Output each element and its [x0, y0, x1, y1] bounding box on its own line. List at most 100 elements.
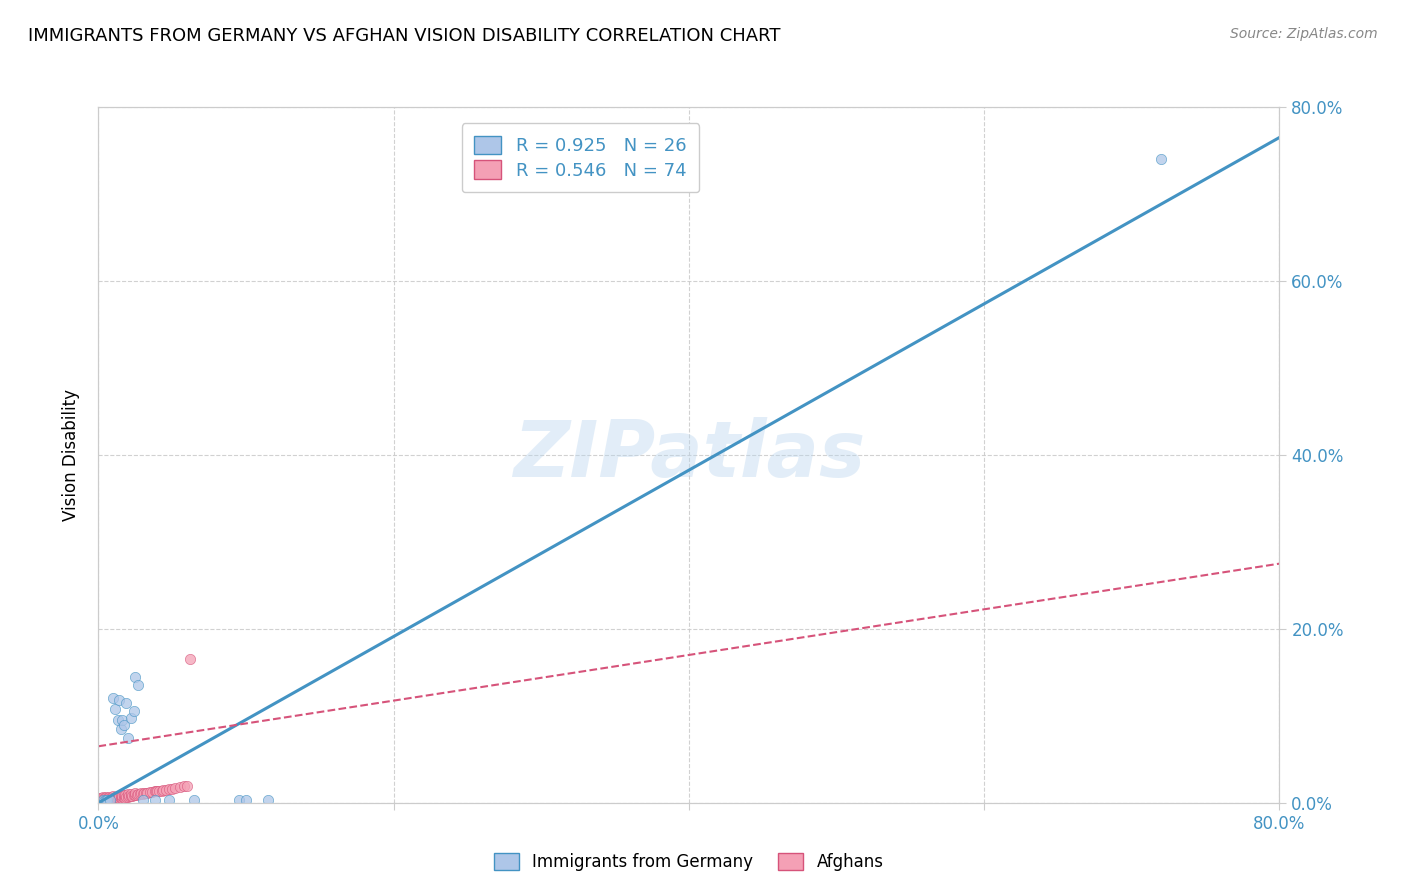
Point	[94, 789, 117, 804]
Point	[90, 793, 112, 807]
Point	[98, 790, 121, 805]
Point	[139, 785, 162, 799]
Point	[125, 788, 148, 802]
Point	[132, 787, 155, 801]
Point	[90, 790, 112, 805]
Point	[122, 705, 145, 719]
Point	[96, 793, 118, 807]
Point	[93, 794, 115, 808]
Point	[98, 792, 121, 806]
Point	[169, 780, 191, 794]
Text: ZIPatlas: ZIPatlas	[513, 417, 865, 493]
Point	[107, 791, 129, 805]
Point	[183, 793, 205, 807]
Point	[100, 792, 122, 806]
Point	[108, 791, 131, 805]
Point	[96, 790, 118, 805]
Point	[115, 696, 138, 710]
Point	[155, 782, 177, 797]
Point	[97, 791, 120, 805]
Point	[108, 789, 131, 803]
Text: Source: ZipAtlas.com: Source: ZipAtlas.com	[1230, 27, 1378, 41]
Point	[117, 789, 139, 804]
Point	[120, 710, 142, 724]
Point	[89, 793, 111, 807]
Point	[105, 789, 128, 804]
Point	[91, 789, 114, 804]
Point	[127, 787, 149, 801]
Point	[104, 792, 127, 806]
Legend: Immigrants from Germany, Afghans: Immigrants from Germany, Afghans	[488, 847, 890, 878]
Point	[150, 783, 173, 797]
Point	[104, 702, 127, 716]
Point	[148, 783, 170, 797]
Point	[103, 792, 125, 806]
Point	[97, 793, 120, 807]
Point	[94, 793, 117, 807]
Point	[117, 787, 139, 801]
Point	[103, 790, 125, 805]
Point	[117, 731, 139, 745]
Point	[111, 713, 134, 727]
Point	[136, 786, 159, 800]
Point	[115, 789, 138, 804]
Point	[91, 793, 114, 807]
Point	[93, 793, 115, 807]
Point	[134, 786, 156, 800]
Point	[111, 790, 134, 805]
Point	[94, 793, 117, 807]
Point	[152, 782, 174, 797]
Point	[94, 791, 117, 805]
Point	[157, 781, 180, 796]
Point	[110, 722, 132, 736]
Point	[124, 786, 146, 800]
Point	[228, 793, 250, 807]
Point	[235, 793, 257, 807]
Point	[146, 784, 169, 798]
Point	[143, 793, 166, 807]
Point	[111, 789, 134, 803]
Point	[107, 713, 129, 727]
Point	[135, 786, 157, 800]
Point	[114, 788, 136, 802]
Point	[122, 788, 145, 802]
Point	[110, 789, 132, 803]
Point	[112, 790, 135, 805]
Point	[121, 789, 143, 803]
Point	[105, 791, 128, 805]
Point	[114, 790, 136, 805]
Point	[132, 793, 155, 807]
Point	[103, 691, 125, 706]
Point	[91, 794, 114, 808]
Point	[103, 789, 125, 803]
Point	[129, 786, 152, 800]
Point	[143, 784, 166, 798]
Point	[127, 678, 149, 692]
Point	[118, 789, 141, 803]
Point	[162, 781, 183, 796]
Point	[173, 779, 195, 793]
Point	[128, 787, 150, 801]
Point	[97, 789, 120, 804]
Point	[110, 791, 132, 805]
Point	[120, 789, 142, 803]
Point	[179, 652, 201, 666]
Point	[104, 789, 127, 804]
Point	[89, 791, 111, 805]
Point	[100, 790, 122, 805]
Point	[257, 793, 280, 807]
Point	[98, 793, 121, 807]
Point	[141, 785, 163, 799]
Point	[112, 788, 135, 802]
Point	[96, 793, 118, 807]
Text: IMMIGRANTS FROM GERMANY VS AFGHAN VISION DISABILITY CORRELATION CHART: IMMIGRANTS FROM GERMANY VS AFGHAN VISION…	[28, 27, 780, 45]
Point	[124, 670, 146, 684]
Point	[157, 793, 180, 807]
Point	[165, 780, 187, 795]
Point	[107, 789, 129, 804]
Point	[1150, 152, 1173, 166]
Point	[120, 787, 142, 801]
Point	[112, 717, 135, 731]
Point	[145, 784, 167, 798]
Point	[91, 792, 114, 806]
